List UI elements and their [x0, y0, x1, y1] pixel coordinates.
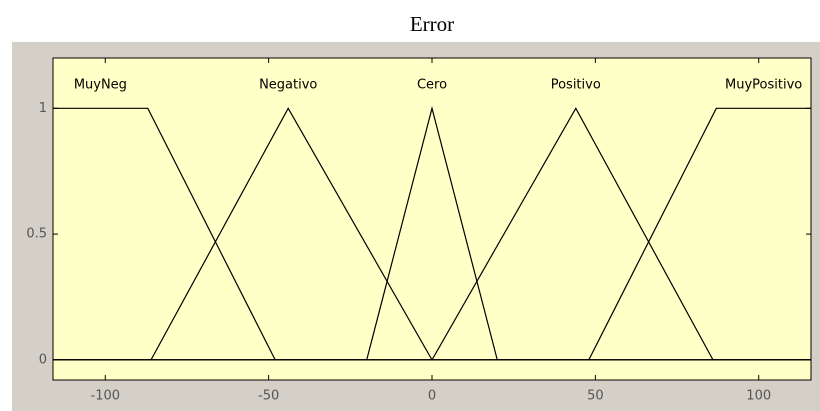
series-label: Negativo	[259, 78, 317, 93]
y-tick-label: 0	[39, 352, 47, 367]
chart-title: Error	[410, 12, 454, 36]
x-tick-label: -50	[258, 389, 279, 404]
y-tick-label: 1	[39, 101, 47, 116]
y-tick-label: 0.5	[26, 227, 47, 242]
series-label: MuyNeg	[74, 78, 127, 93]
x-tick-label: 100	[746, 389, 771, 404]
x-tick-label: 50	[587, 389, 604, 404]
series-label: Positivo	[551, 78, 601, 93]
series-label: Cero	[417, 78, 447, 93]
membership-line	[53, 107, 811, 361]
plot-area	[52, 57, 812, 381]
x-tick-label: -100	[91, 389, 121, 404]
series-label: MuyPositivo	[725, 78, 802, 93]
x-tick-label: 0	[428, 389, 436, 404]
